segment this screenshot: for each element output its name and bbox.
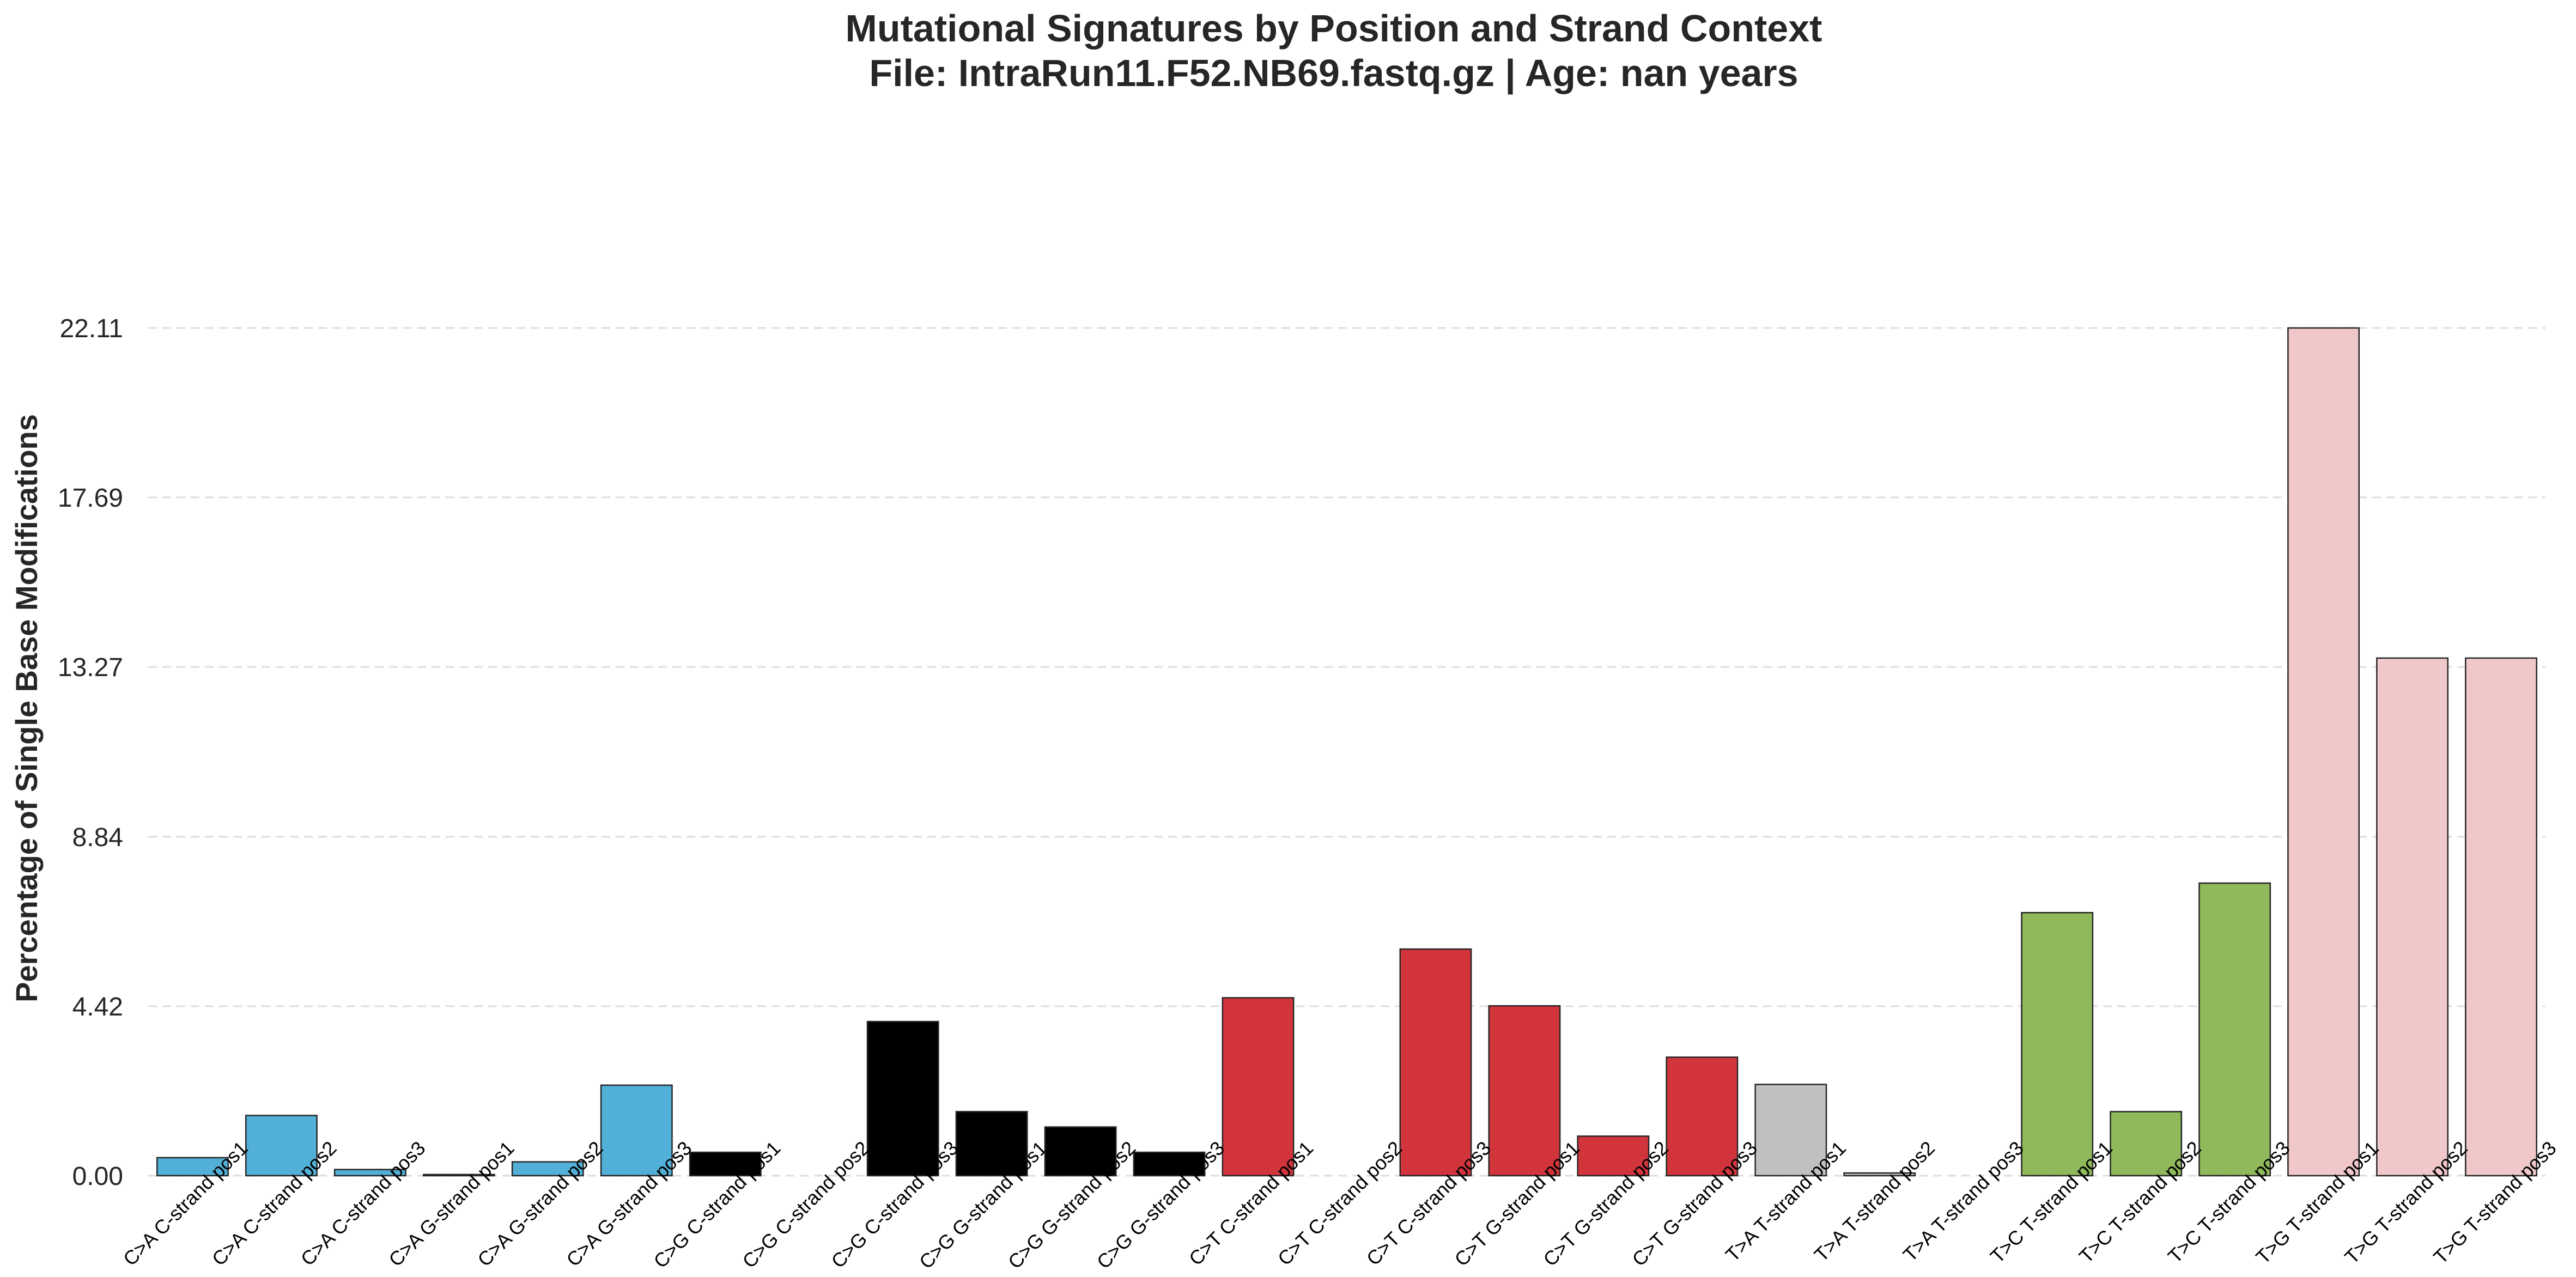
bar <box>156 1157 229 1177</box>
bar <box>1843 1172 1916 1177</box>
bars <box>156 327 2537 1177</box>
y-tick-label: 17.69 <box>58 484 123 513</box>
bar <box>2376 657 2449 1177</box>
bar <box>422 1173 495 1177</box>
bar <box>2465 657 2537 1177</box>
bar <box>1666 1056 1739 1177</box>
y-tick-label: 0.00 <box>72 1162 123 1191</box>
y-tick-label: 22.11 <box>59 314 123 343</box>
bar <box>2287 327 2360 1177</box>
bar <box>1488 1005 1561 1177</box>
bar <box>2110 1111 2183 1177</box>
bar <box>2198 882 2271 1177</box>
bar <box>1399 948 1472 1177</box>
bar <box>955 1111 1028 1177</box>
bar <box>333 1169 406 1177</box>
chart-subtitle: File: IntraRun11.F52.NB69.fastq.gz | Age… <box>869 52 1798 95</box>
y-axis-ticks: 0.00 4.42 8.84 13.27 17.69 22.11 <box>58 314 123 1191</box>
bar <box>245 1115 318 1177</box>
bar <box>1133 1151 1206 1177</box>
y-tick-label: 13.27 <box>58 653 123 682</box>
bar <box>2021 911 2094 1177</box>
chart-title: Mutational Signatures by Position and St… <box>846 7 1822 50</box>
y-tick-label: 8.84 <box>72 823 123 852</box>
bar <box>689 1151 762 1177</box>
bar <box>1754 1084 1827 1177</box>
bar <box>1222 997 1295 1177</box>
bar <box>1577 1135 1650 1177</box>
y-axis-label: Percentage of Single Base Modifications <box>9 414 44 1002</box>
y-tick-label: 4.42 <box>72 993 123 1021</box>
bar <box>600 1084 673 1177</box>
bar <box>1044 1126 1117 1177</box>
bar <box>866 1020 939 1177</box>
bar <box>511 1161 584 1177</box>
